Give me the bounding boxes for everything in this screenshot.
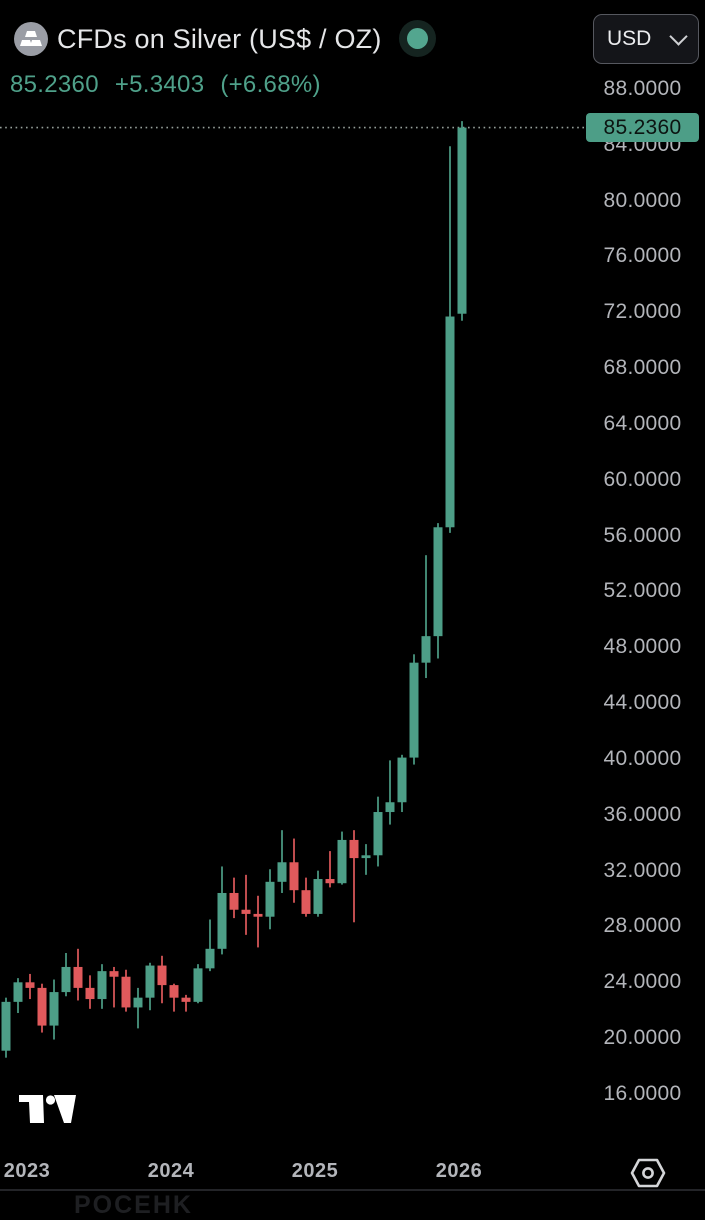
candle-body bbox=[217, 892, 227, 949]
candle-body bbox=[169, 985, 179, 998]
candle-body bbox=[301, 890, 311, 914]
candle-body bbox=[433, 527, 443, 637]
candle-body bbox=[385, 802, 395, 813]
time-axis-tick-2023: 2023 bbox=[3, 1160, 51, 1182]
candle-body bbox=[109, 971, 119, 977]
candle-body bbox=[133, 997, 143, 1008]
price-axis-tick: 72.0000 bbox=[603, 300, 682, 324]
price-axis-tick: 28.0000 bbox=[603, 914, 682, 938]
candle-body bbox=[349, 839, 359, 859]
candle-body bbox=[37, 987, 47, 1026]
silver-bars-icon bbox=[14, 22, 48, 56]
price-axis-tick: 88.0000 bbox=[603, 77, 682, 100]
candle-body bbox=[145, 965, 155, 998]
price-axis-tick: 76.0000 bbox=[603, 244, 682, 268]
candle-body bbox=[445, 316, 455, 528]
candle-body bbox=[361, 855, 371, 859]
price-axis-tick: 68.0000 bbox=[603, 356, 682, 380]
currency-dropdown[interactable]: USD bbox=[593, 14, 699, 64]
candle-body bbox=[121, 976, 131, 1008]
candle-body bbox=[1, 1001, 11, 1051]
price-change-pct: (+6.68%) bbox=[220, 71, 321, 98]
current-price-label: 85.2360 bbox=[586, 113, 699, 143]
candle-body bbox=[49, 992, 59, 1026]
candle-body bbox=[205, 948, 215, 969]
candle-body bbox=[313, 879, 323, 914]
time-axis: 2023 2024 2025 2026 bbox=[0, 1156, 705, 1190]
price-axis-tick: 60.0000 bbox=[603, 467, 682, 491]
candle-body bbox=[373, 812, 383, 856]
price-axis-tick: 64.0000 bbox=[603, 411, 682, 435]
candle-body bbox=[253, 913, 263, 917]
candle-body bbox=[457, 127, 467, 314]
candle-body bbox=[181, 997, 191, 1002]
price-change-abs: +5.3403 bbox=[114, 71, 205, 98]
price-axis-tick: 36.0000 bbox=[603, 802, 682, 826]
clipped-text-artifact: POCEHK bbox=[74, 1191, 193, 1219]
candle-body bbox=[265, 881, 275, 917]
price-summary: 85.2360 +5.3403 (+6.68%) bbox=[10, 71, 330, 99]
price-axis-tick: 52.0000 bbox=[603, 579, 682, 603]
price-axis-tick: 32.0000 bbox=[603, 858, 682, 882]
candle-body bbox=[421, 636, 431, 663]
time-axis-tick-2024: 2024 bbox=[147, 1160, 195, 1182]
candle-body bbox=[25, 982, 35, 988]
candle-body bbox=[397, 757, 407, 803]
candle-body bbox=[277, 862, 287, 882]
price-axis-tick: 40.0000 bbox=[603, 746, 682, 770]
price-axis-tick: 56.0000 bbox=[603, 523, 682, 547]
candle-body bbox=[97, 971, 107, 1000]
candle-body bbox=[61, 966, 71, 993]
candle-body bbox=[85, 987, 95, 1000]
candle-body bbox=[409, 662, 419, 758]
currency-dropdown-value: USD bbox=[607, 27, 652, 50]
hexagon-eye-icon[interactable] bbox=[629, 1157, 667, 1189]
candle-body bbox=[241, 909, 251, 914]
candle-body bbox=[13, 982, 23, 1002]
last-price: 85.2360 bbox=[10, 71, 99, 98]
market-status-indicator bbox=[399, 20, 436, 57]
candle-body bbox=[73, 966, 83, 988]
time-axis-tick-2026: 2026 bbox=[435, 1160, 483, 1182]
candle-body bbox=[193, 968, 203, 1002]
page-title: CFDs on Silver (US$ / OZ) bbox=[57, 24, 382, 54]
candle-body bbox=[289, 862, 299, 891]
price-axis-tick: 80.0000 bbox=[603, 188, 682, 212]
candle-body bbox=[337, 839, 347, 884]
price-axis-tick: 44.0000 bbox=[603, 691, 682, 715]
price-axis-tick: 20.0000 bbox=[603, 1026, 682, 1050]
candle-body bbox=[157, 965, 167, 986]
candle-body bbox=[229, 892, 239, 910]
price-axis-tick: 16.0000 bbox=[603, 1081, 682, 1105]
price-axis-tick: 48.0000 bbox=[603, 635, 682, 659]
market-open-dot bbox=[407, 28, 428, 49]
price-axis: 88.0000 84.0000 80.0000 76.0000 72.0000 68.00… bbox=[586, 0, 705, 1200]
time-axis-tick-2025: 2025 bbox=[291, 1160, 339, 1182]
price-axis-tick: 24.0000 bbox=[603, 970, 682, 994]
bottom-divider bbox=[0, 1189, 705, 1191]
candle-body bbox=[325, 879, 335, 884]
tradingview-logo[interactable] bbox=[18, 1092, 77, 1125]
